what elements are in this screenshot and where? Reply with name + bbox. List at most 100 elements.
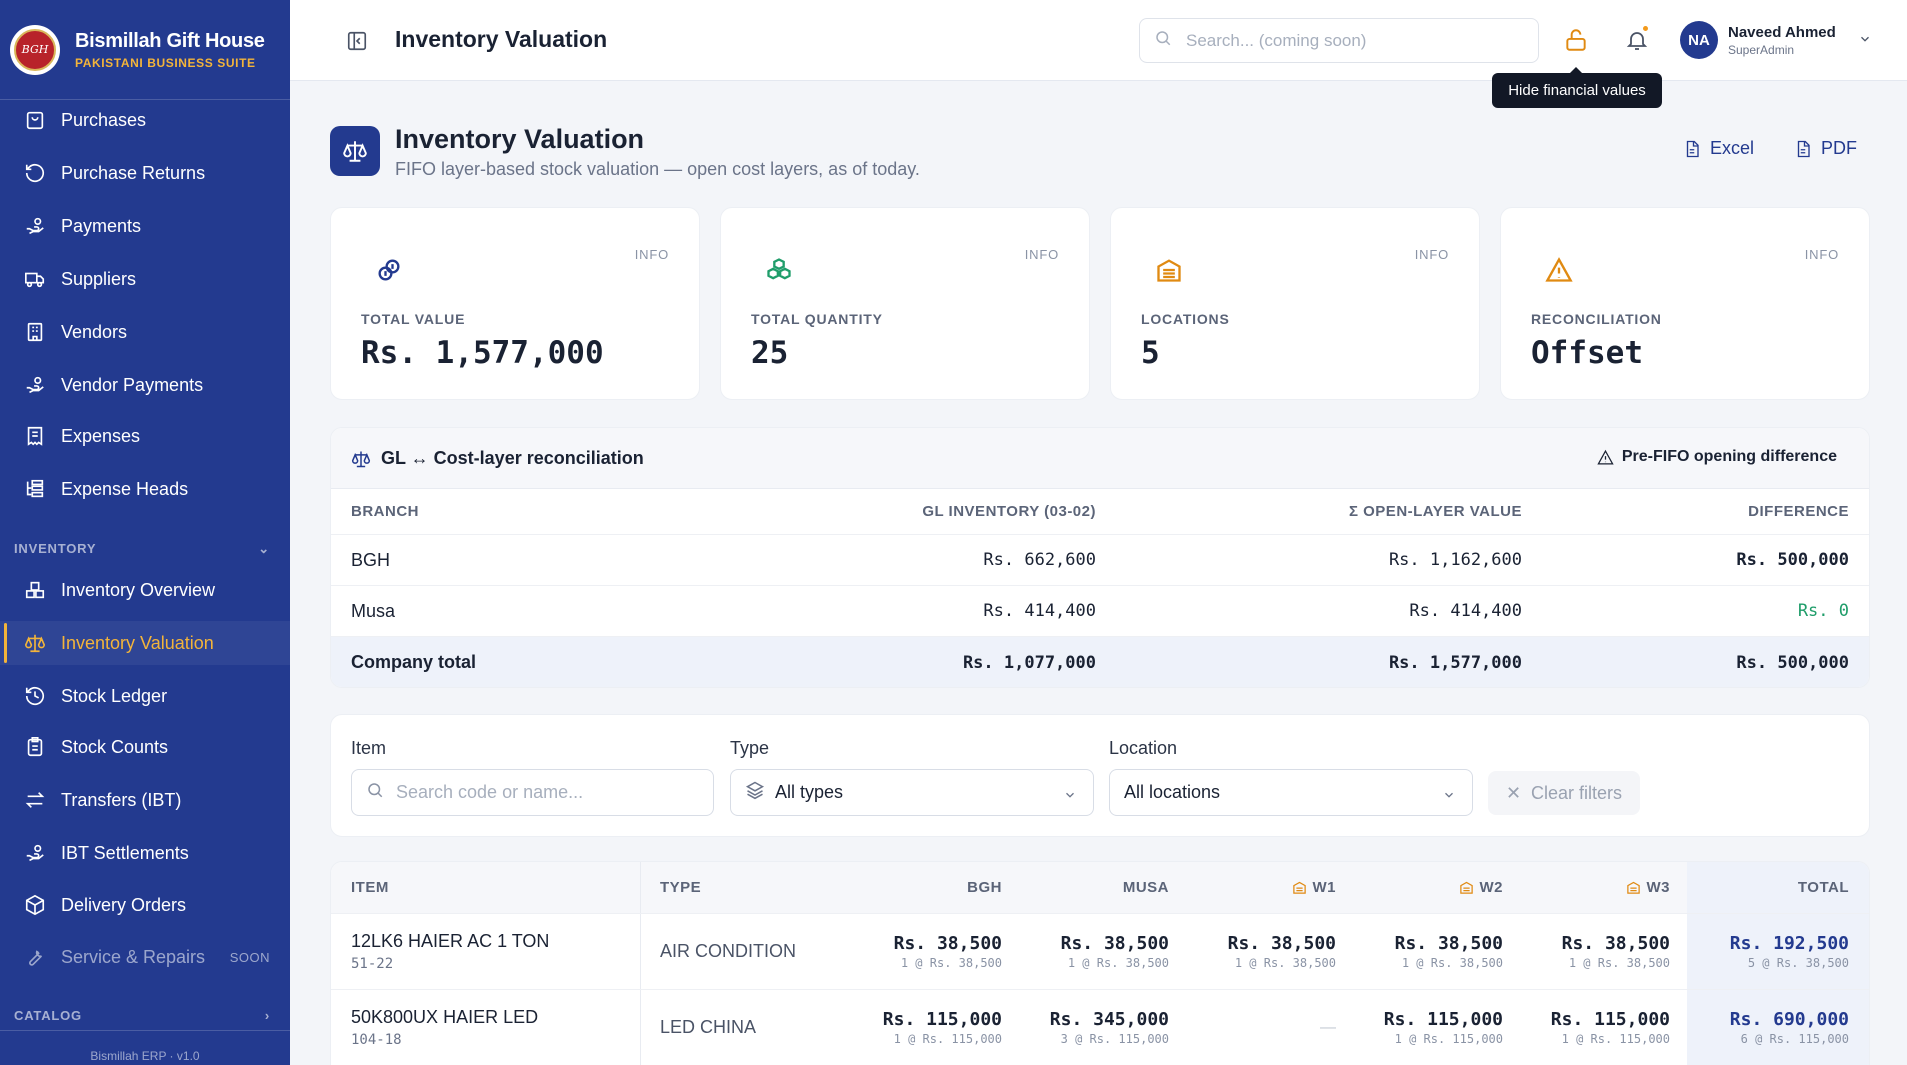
wrench-icon [24,946,46,968]
soon-badge: SOON [229,949,270,965]
sidebar-item-payments[interactable]: Payments [0,204,290,248]
close-icon: ✕ [1505,782,1522,803]
chevron-right-icon: › [264,1008,270,1023]
col-w3: W3 [1626,862,1671,913]
page-subtitle: FIFO layer-based stock valuation — open … [395,159,920,179]
item-search-field[interactable] [351,769,714,816]
arrow-left-right-icon [24,789,46,811]
list-tree-icon [24,478,46,500]
kpi-value: 5 [1141,335,1160,371]
topbar-title: Inventory Valuation [395,26,608,52]
receipt-icon [24,425,46,447]
file-icon [1797,140,1810,157]
sidebar-item-expense-heads[interactable]: Expense Heads [0,467,290,511]
sidebar-item-stock-counts[interactable]: Stock Counts [0,725,290,769]
type-select[interactable]: All types [730,769,1094,816]
clear-filters-button[interactable]: ✕ Clear filters [1488,771,1640,815]
kpi-total-value: INFO TOTAL VALUE Rs. 1,577,000 [330,207,700,400]
lock-icon[interactable] [1562,26,1590,54]
sidebar-item-inventory-overview[interactable]: Inventory Overview [0,568,290,612]
scale-icon [330,126,380,176]
boxes-icon [765,256,793,284]
hand-coins-icon [24,374,46,396]
export-excel-button[interactable]: Excel [1683,138,1754,159]
sidebar-toggle-icon[interactable] [346,30,368,52]
chevron-down-icon [1442,786,1456,800]
section-catalog[interactable]: CATALOG › [14,1008,270,1023]
reconciliation-note: Pre-FIFO opening difference [1621,448,1837,465]
global-search[interactable] [1139,18,1539,63]
kpi-locations: INFO LOCATIONS 5 [1110,207,1480,400]
building-icon [24,321,46,343]
table-row: Musa Rs. 414,400 Rs. 414,400 Rs. 0 [331,586,1869,637]
export-pdf-button[interactable]: PDF [1794,138,1857,159]
sidebar-item-inventory-valuation[interactable]: Inventory Valuation [0,621,290,665]
search-input[interactable] [1186,30,1516,51]
table-row[interactable]: 12LK6 HAIER AC 1 TON 51-22 AIR CONDITION… [331,914,1869,990]
hand-coins-icon [24,842,46,864]
warehouse-icon [1626,881,1640,894]
package-icon [24,894,46,916]
table-row: BGH Rs. 662,600 Rs. 1,162,600 Rs. 500,00… [331,535,1869,586]
sidebar-item-service-repairs[interactable]: Service & Repairs SOON [0,935,290,979]
hand-coins-icon [24,215,46,237]
user-name[interactable]: Naveed Ahmed [1728,24,1836,41]
reconciliation-table: BRANCH GL INVENTORY (03-02) Σ OPEN-LAYER… [331,489,1869,687]
brand[interactable]: BGH Bismillah Gift House PAKISTANI BUSIN… [0,0,290,100]
kpi-total-quantity: INFO TOTAL QUANTITY 25 [720,207,1090,400]
sidebar: BGH Bismillah Gift House PAKISTANI BUSIN… [0,0,290,1065]
warehouse-icon [1155,256,1183,284]
sidebar-item-vendors[interactable]: Vendors [0,310,290,354]
sidebar-item-vendor-payments[interactable]: Vendor Payments [0,363,290,407]
location-select[interactable]: All locations [1109,769,1473,816]
sidebar-item-purchase-returns[interactable]: Purchase Returns [0,151,290,195]
sidebar-item-delivery-orders[interactable]: Delivery Orders [0,883,290,927]
section-inventory[interactable]: INVENTORY ⌄ [14,541,270,556]
table-total-row: Company total Rs. 1,077,000 Rs. 1,577,00… [331,637,1869,687]
chevron-down-icon[interactable] [1858,32,1872,46]
clipboard-list-icon [24,736,46,758]
user-role: SuperAdmin [1728,43,1795,57]
sidebar-item-suppliers[interactable]: Suppliers [0,257,290,301]
item-search-input[interactable] [396,782,696,803]
brand-subtitle: PAKISTANI BUSINESS SUITE [75,55,256,70]
scale-icon [24,632,46,654]
sidebar-footer: Bismillah ERP · v1.0 [0,1030,290,1063]
alert-triangle-icon [1545,256,1573,284]
sidebar-item-purchases[interactable]: Purchases [0,98,290,142]
reconciliation-card: GL ↔ Cost-layer reconciliation Pre-FIFO … [330,427,1870,688]
boxes-icon [24,579,46,601]
sidebar-item-transfers[interactable]: Transfers (IBT) [0,778,290,822]
brand-logo: BGH [10,24,60,75]
sidebar-item-ibt-settlements[interactable]: IBT Settlements [0,831,290,875]
tooltip: Hide financial values [1492,67,1662,108]
shopping-bag-icon [24,109,46,131]
history-icon [24,685,46,707]
kpi-value: Offset [1531,335,1643,371]
filters-card: Item Type All types Location All locatio… [330,714,1870,837]
valuation-table: ITEM TYPE BGH MUSA W1 W2 W3 TOTAL 12LK6 … [330,861,1870,1065]
sidebar-item-stock-ledger[interactable]: Stock Ledger [0,674,290,718]
notification-dot [1641,24,1650,33]
warehouse-icon [1292,881,1306,894]
table-row[interactable]: 50K800UX HAIER LED 104-18 LED CHINA Rs. … [331,990,1869,1065]
truck-icon [24,268,46,290]
kpi-value: 25 [751,335,789,371]
search-icon [1154,29,1172,52]
chevron-down-icon: ⌄ [258,541,270,556]
file-icon [1686,140,1699,157]
table-header: BRANCH GL INVENTORY (03-02) Σ OPEN-LAYER… [331,489,1869,535]
avatar[interactable]: NA [1680,21,1718,59]
warehouse-icon [1459,881,1473,894]
chevron-down-icon [1063,786,1077,800]
rotate-ccw-icon [24,162,46,184]
kpi-reconciliation: INFO RECONCILIATION Offset [1500,207,1870,400]
sidebar-item-expenses[interactable]: Expenses [0,414,290,458]
bell-icon[interactable] [1623,24,1651,54]
page-title: Inventory Valuation [395,124,645,154]
col-w2: W2 [1459,862,1504,913]
alert-triangle-icon [1597,449,1614,465]
layers-icon [745,780,765,805]
search-icon [366,781,384,804]
table-header: ITEM TYPE BGH MUSA W1 W2 W3 TOTAL [331,862,1869,914]
